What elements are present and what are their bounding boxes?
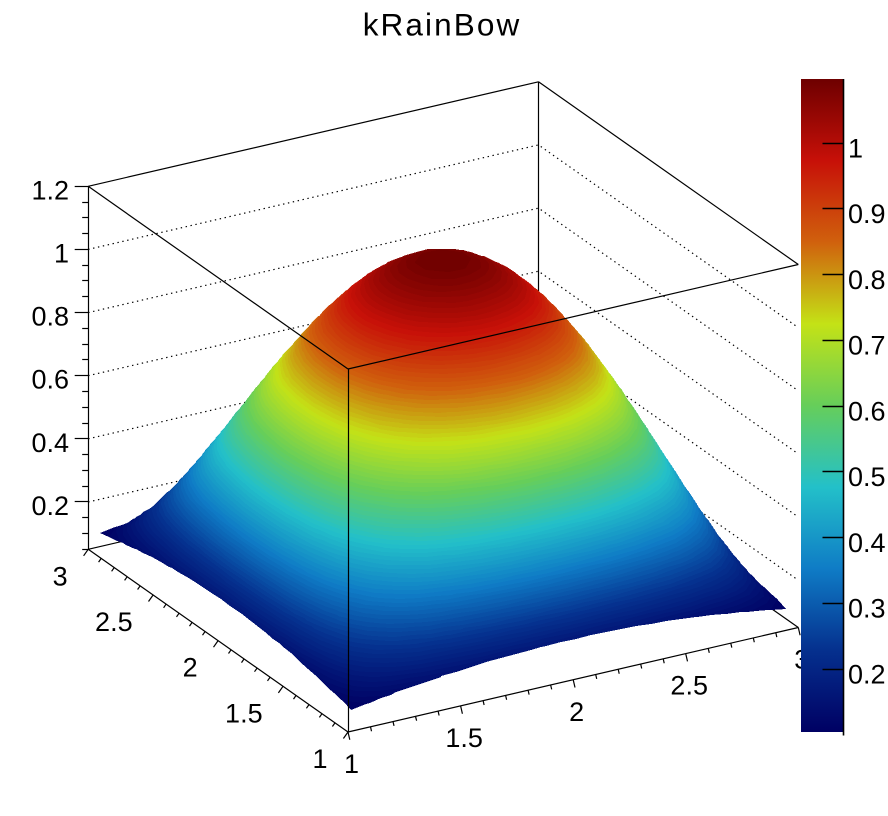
svg-text:0.5: 0.5 [848,462,886,492]
svg-text:0.9: 0.9 [848,199,886,229]
svg-text:0.8: 0.8 [31,302,69,332]
svg-text:1.5: 1.5 [445,723,483,753]
svg-text:0.3: 0.3 [848,594,886,624]
svg-text:0.7: 0.7 [848,331,886,361]
svg-text:2: 2 [183,653,198,683]
svg-text:1: 1 [848,134,863,164]
svg-text:0.6: 0.6 [848,396,886,426]
svg-text:0.2: 0.2 [848,659,886,689]
svg-text:2.5: 2.5 [670,671,708,701]
svg-text:3: 3 [53,561,68,591]
svg-text:1.5: 1.5 [225,698,263,728]
svg-text:0.8: 0.8 [848,265,886,295]
svg-text:2.5: 2.5 [95,607,133,637]
svg-text:1: 1 [54,238,69,268]
svg-text:2: 2 [569,697,584,727]
svg-text:1: 1 [312,744,327,774]
svg-text:1.2: 1.2 [31,175,69,205]
svg-text:kRainBow: kRainBow [363,7,522,43]
svg-text:1: 1 [344,749,359,779]
svg-text:0.6: 0.6 [31,365,69,395]
svg-text:0.4: 0.4 [848,528,886,558]
svg-text:0.2: 0.2 [31,491,69,521]
svg-text:0.4: 0.4 [31,428,69,458]
